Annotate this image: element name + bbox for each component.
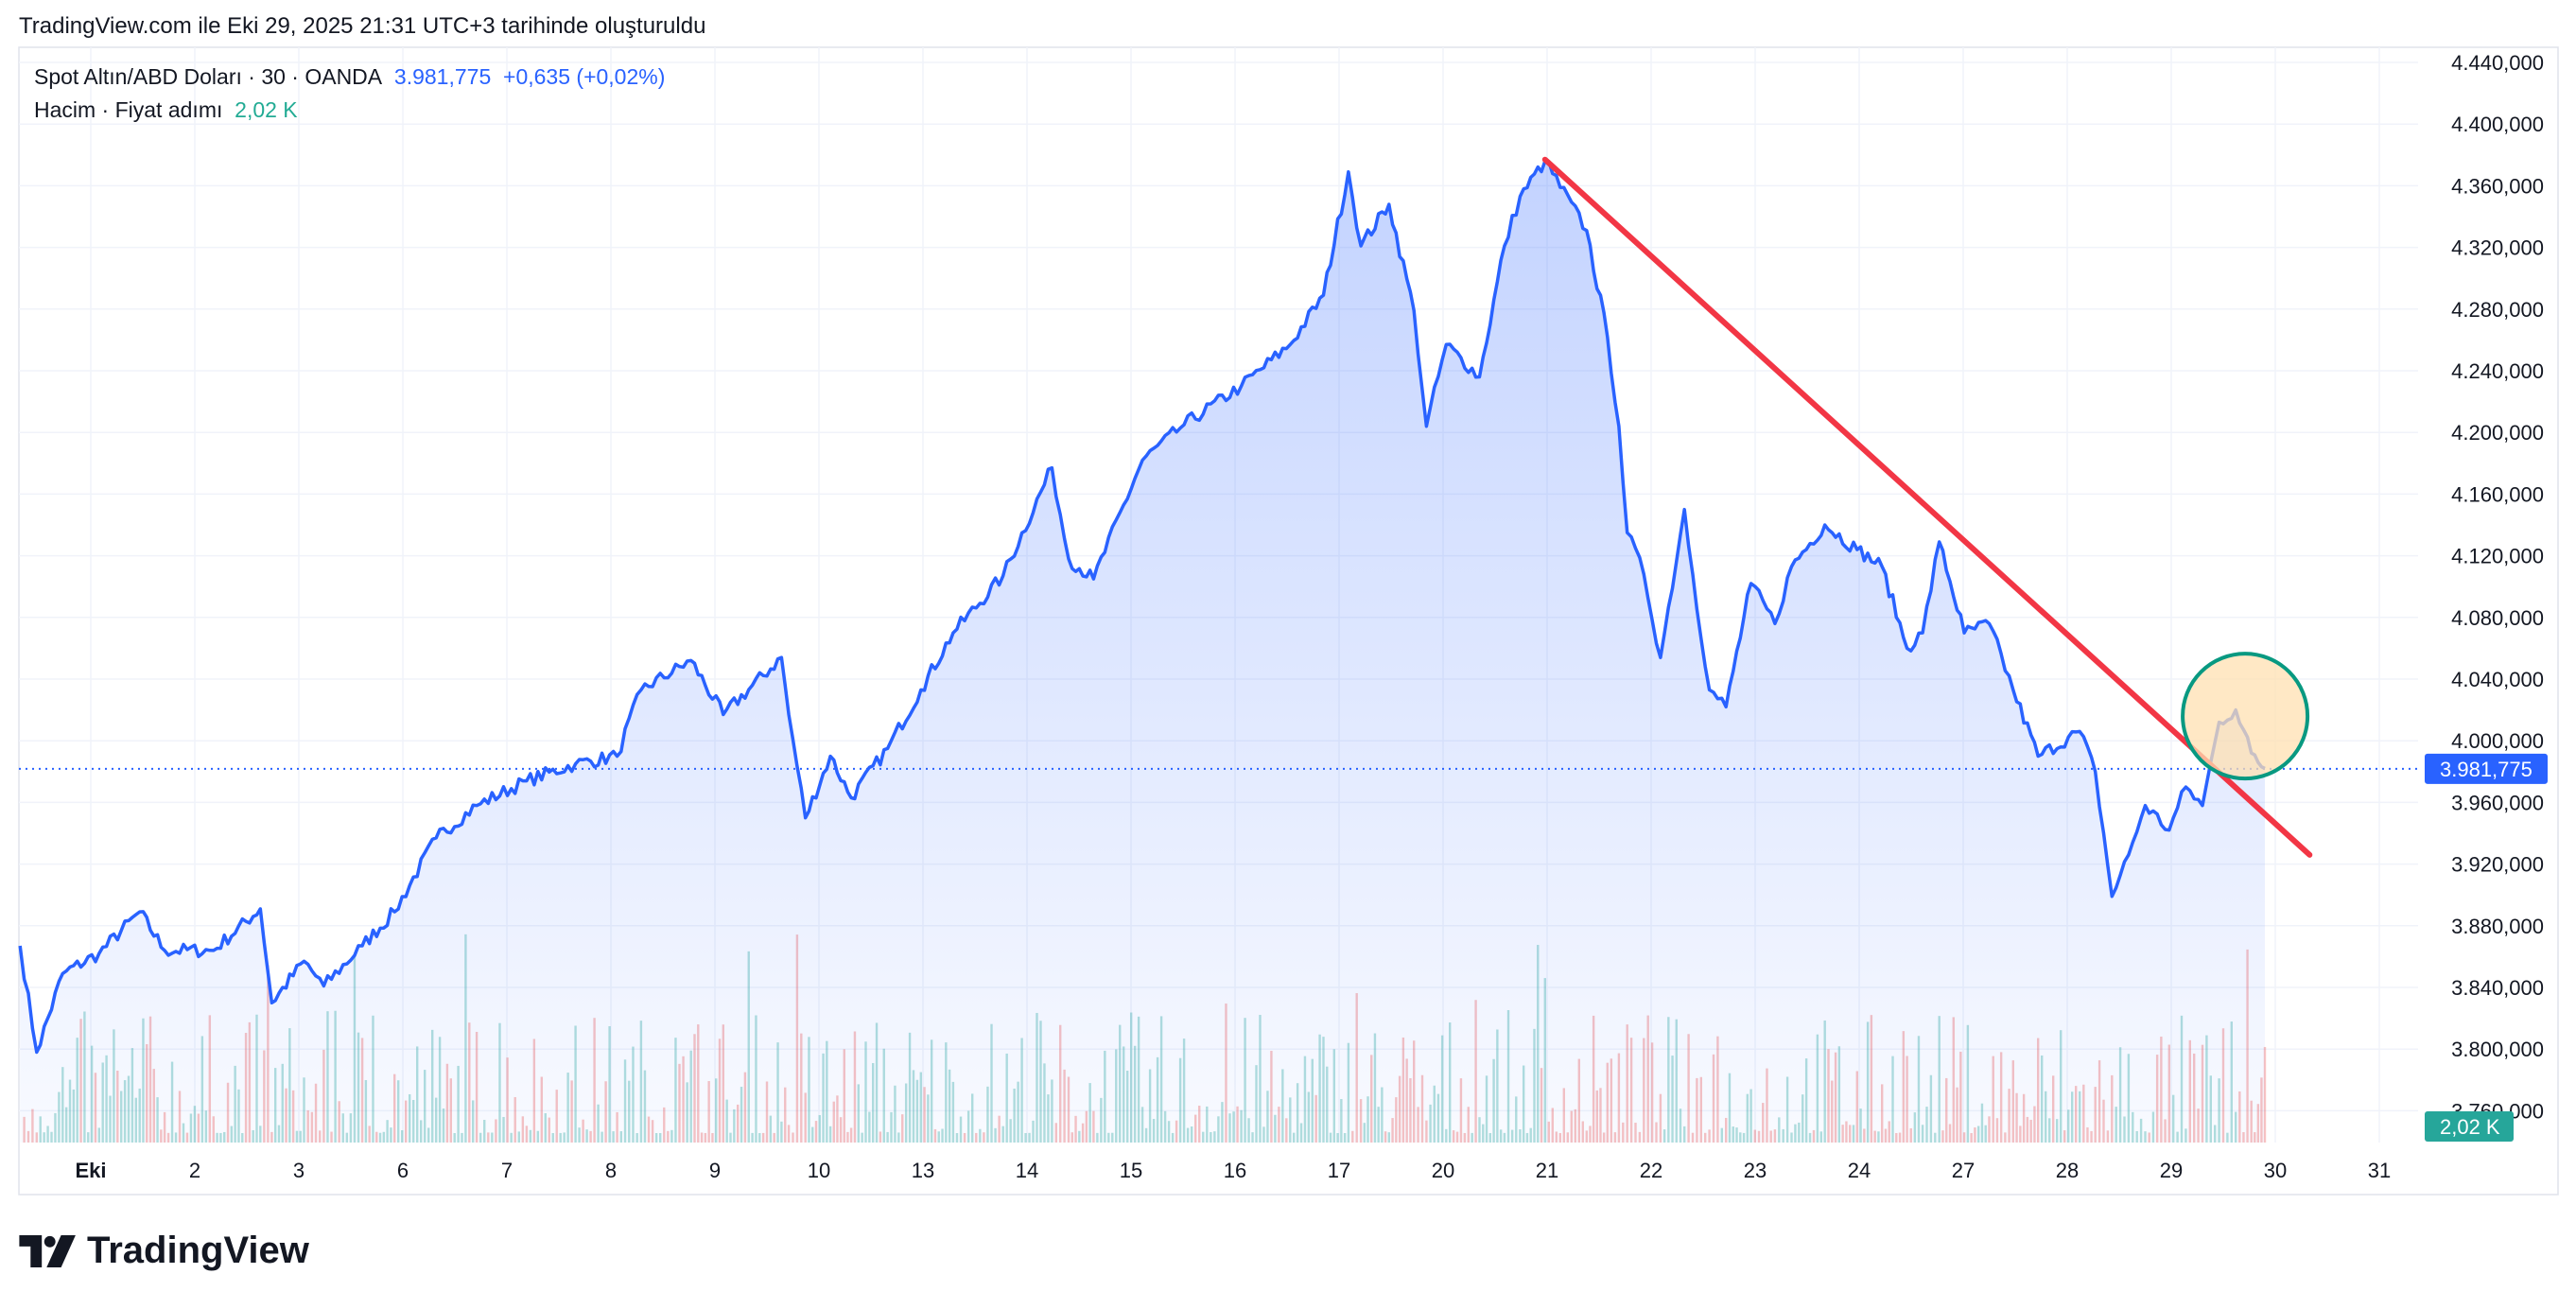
x-tick-label: 29 [2160, 1159, 2183, 1182]
x-tick-label: 20 [1432, 1159, 1454, 1182]
x-tick-label: 22 [1640, 1159, 1662, 1182]
x-tick-label: 14 [1016, 1159, 1038, 1182]
svg-text:2,02 K: 2,02 K [2440, 1115, 2500, 1139]
x-tick-label: 23 [1744, 1159, 1767, 1182]
x-tick-label: 6 [397, 1159, 409, 1182]
x-tick-label: 13 [912, 1159, 934, 1182]
x-tick-label: 2 [189, 1159, 200, 1182]
x-tick-label: 15 [1120, 1159, 1142, 1182]
y-tick-label: 3.880,000 [2451, 915, 2544, 938]
price-line [18, 159, 2266, 1055]
y-tick-label: 4.320,000 [2451, 236, 2544, 260]
svg-text:3.981,775: 3.981,775 [2440, 758, 2532, 781]
x-tick-label: 24 [1848, 1159, 1871, 1182]
y-tick-label: 4.440,000 [2451, 51, 2544, 75]
y-tick-label: 3.960,000 [2451, 791, 2544, 814]
y-tick-label: 4.240,000 [2451, 359, 2544, 383]
last-price-badge: 3.981,775 [2425, 753, 2548, 784]
tradingview-logo[interactable]: TradingView [19, 1230, 309, 1272]
x-tick-label: 7 [501, 1159, 513, 1182]
x-tick-label: 27 [1952, 1159, 1975, 1182]
last-price: 3.981,775 [393, 64, 492, 89]
chart-frame [18, 46, 2559, 1196]
time-axis[interactable]: Eki 2 3 6 7 8 9 10 13 14 15 16 17 20 21 22 23 24 27 28 29 30 3… [75, 1159, 2391, 1182]
price-axis[interactable]: 4.440,000 4.400,000 4.360,000 4.320,000 4.28… [2451, 51, 2544, 1123]
x-tick-label: 9 [709, 1159, 721, 1182]
volume-indicator-name: Hacim · Fiyat adımı [34, 97, 223, 122]
y-tick-label: 4.280,000 [2451, 298, 2544, 322]
volume-value: 2,02 K [235, 97, 298, 122]
symbol-name: Spot Altın/ABD Doları · 30 · OANDA [34, 64, 383, 89]
x-tick-label: 28 [2056, 1159, 2079, 1182]
y-tick-label: 4.040,000 [2451, 668, 2544, 691]
x-tick-label: 17 [1328, 1159, 1350, 1182]
symbol-legend[interactable]: Spot Altın/ABD Doları · 30 · OANDA 3.981… [34, 64, 665, 90]
volume-legend[interactable]: Hacim · Fiyat adımı 2,02 K [34, 97, 298, 123]
y-tick-label: 4.160,000 [2451, 482, 2544, 506]
trendline-drawing[interactable] [1541, 156, 2313, 858]
x-tick-label: Eki [75, 1159, 106, 1182]
y-tick-label: 4.360,000 [2451, 174, 2544, 198]
x-tick-label: 3 [293, 1159, 305, 1182]
circle-drawing[interactable] [2181, 652, 2310, 781]
y-tick-label: 4.000,000 [2451, 729, 2544, 753]
x-tick-label: 16 [1224, 1159, 1246, 1182]
x-tick-label: 8 [605, 1159, 617, 1182]
volume-badge: 2,02 K [2425, 1111, 2514, 1142]
y-tick-label: 3.920,000 [2451, 853, 2544, 877]
y-tick-label: 4.080,000 [2451, 606, 2544, 630]
y-tick-label: 4.200,000 [2451, 421, 2544, 445]
x-tick-label: 31 [2368, 1159, 2391, 1182]
price-area [20, 161, 2266, 1143]
logo-text: TradingView [87, 1230, 309, 1271]
x-tick-label: 21 [1536, 1159, 1558, 1182]
x-tick-label: 10 [808, 1159, 830, 1182]
y-tick-label: 4.120,000 [2451, 545, 2544, 568]
tradingview-logo-icon [19, 1234, 76, 1267]
y-tick-label: 3.840,000 [2451, 976, 2544, 1000]
y-tick-label: 3.800,000 [2451, 1038, 2544, 1061]
y-tick-label: 4.400,000 [2451, 113, 2544, 136]
price-change: +0,635 (+0,02%) [503, 64, 666, 89]
created-timestamp: TradingView.com ile Eki 29, 2025 21:31 U… [19, 13, 706, 39]
x-tick-label: 30 [2264, 1159, 2287, 1182]
